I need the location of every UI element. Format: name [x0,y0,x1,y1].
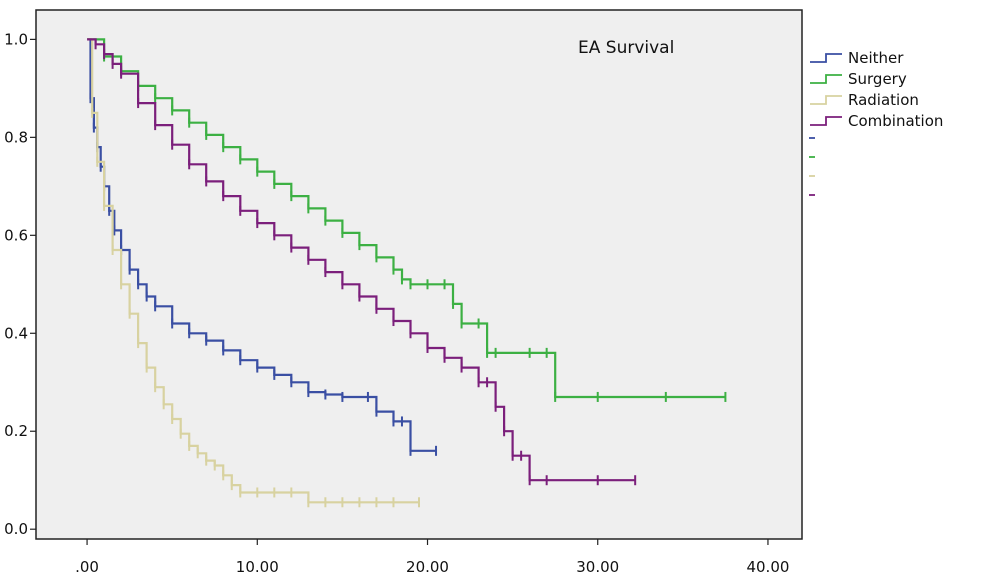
x-tick-label: .00 [75,558,99,576]
legend-swatch [810,74,842,84]
x-tick-label: 30.00 [576,558,619,576]
legend-label: Combination [848,112,943,130]
legend-swatch [810,53,842,63]
legend-label: Neither [848,49,904,67]
legend-swatch [810,95,842,105]
y-axis: 0.0 0.2 0.4 0.6 0.8 1.0 [4,30,36,538]
plot-background [35,9,803,540]
legend-label: Radiation [848,91,919,109]
y-tick-label: 1.0 [4,30,28,48]
legend-item-surgery: Surgery [810,70,907,88]
y-tick-label: 0.8 [4,128,28,146]
legend: Neither Surgery Radiation Combination [809,49,943,196]
x-tick-label: 10.00 [236,558,279,576]
series-layer [87,38,727,508]
legend-swatch [810,116,842,126]
y-tick-label: 0.6 [4,226,28,244]
series-line-radiation [87,38,419,504]
legend-item-radiation: Radiation [810,91,919,109]
y-tick-label: 0.4 [4,324,28,342]
x-tick-label: 40.00 [746,558,789,576]
x-tick-label: 20.00 [406,558,449,576]
y-tick-label: 0.2 [4,422,28,440]
y-tick-label: 0.0 [4,520,28,538]
series-line-combination [87,38,636,482]
legend-item-combination: Combination [810,112,943,130]
legend-label: Surgery [848,70,907,88]
series-line-surgery [87,38,726,399]
series-radiation [87,38,420,508]
chart-title: EA Survival [578,38,674,58]
legend-item-neither: Neither [810,49,904,67]
x-axis: .00 10.00 20.00 30.00 40.00 [75,539,789,576]
series-combination [87,38,637,486]
